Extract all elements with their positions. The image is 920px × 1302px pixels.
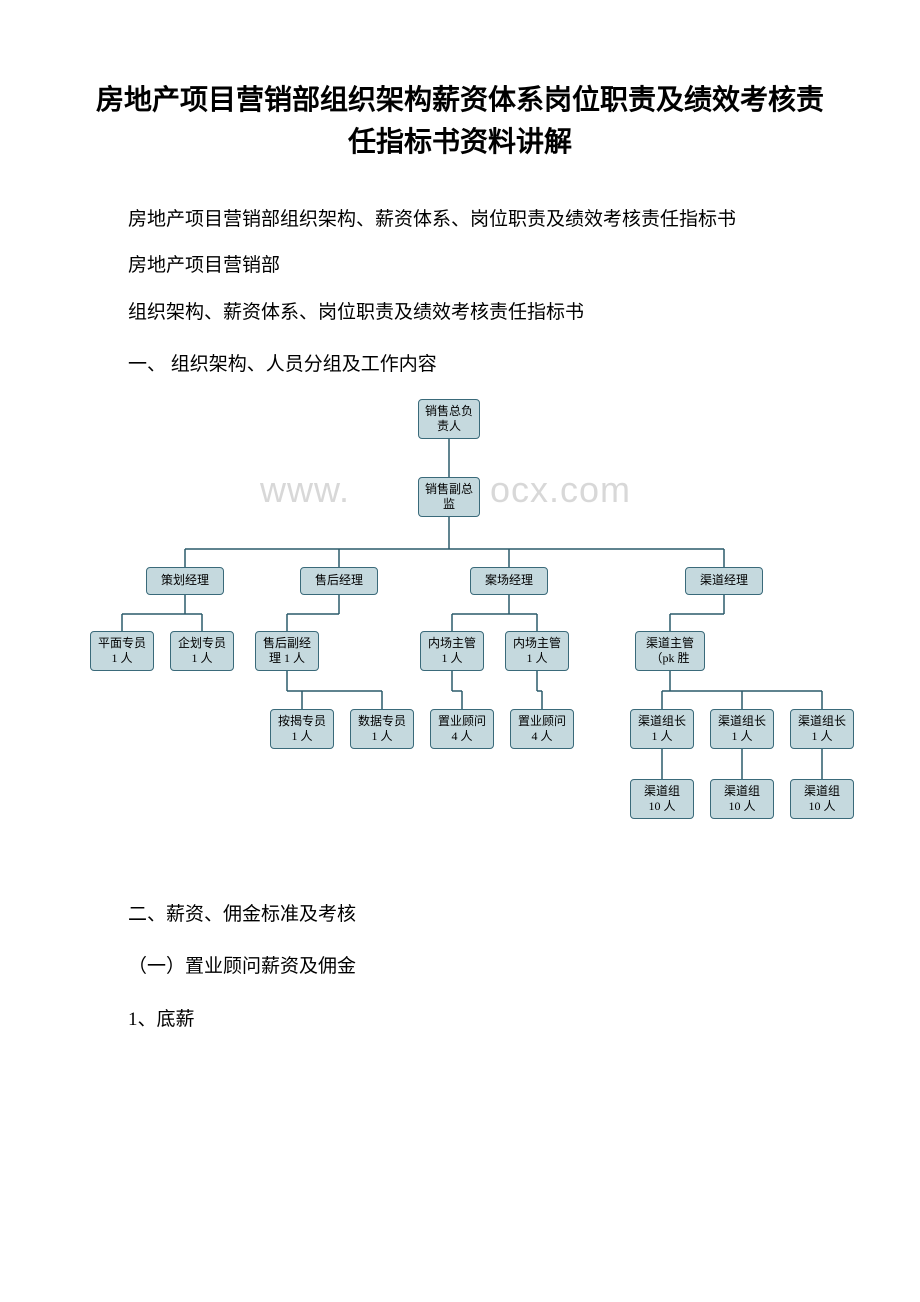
node-channel-supervisor: 渠道主管（pk 胜: [635, 631, 705, 671]
node-channel-manager: 渠道经理: [685, 567, 763, 595]
node-channel-group-1: 渠道组10 人: [630, 779, 694, 819]
node-channel-group-2: 渠道组10 人: [710, 779, 774, 819]
section-1-heading: 一、 组织架构、人员分组及工作内容: [90, 349, 830, 381]
node-aftersales-manager: 售后经理: [300, 567, 378, 595]
node-interior-supervisor-2: 内场主管1 人: [505, 631, 569, 671]
node-aftersales-deputy: 售后副经理 1 人: [255, 631, 319, 671]
intro-paragraph-3: 组织架构、薪资体系、岗位职责及绩效考核责任指标书: [90, 297, 830, 329]
org-chart: www. ocx.com: [90, 399, 870, 859]
document-title: 房地产项目营销部组织架构薪资体系岗位职责及绩效考核责任指标书资料讲解: [90, 80, 830, 164]
node-property-consultant-2: 置业顾问4 人: [510, 709, 574, 749]
node-mortgage-specialist: 按揭专员1 人: [270, 709, 334, 749]
node-interior-supervisor-1: 内场主管1 人: [420, 631, 484, 671]
node-site-manager: 案场经理: [470, 567, 548, 595]
intro-paragraph-1: 房地产项目营销部组织架构、薪资体系、岗位职责及绩效考核责任指标书: [90, 204, 830, 236]
section-2-heading: 二、薪资、佣金标准及考核: [90, 899, 830, 931]
node-data-specialist: 数据专员1 人: [350, 709, 414, 749]
node-channel-leader-1: 渠道组长1 人: [630, 709, 694, 749]
node-planning-specialist: 企划专员1 人: [170, 631, 234, 671]
node-channel-group-3: 渠道组10 人: [790, 779, 854, 819]
node-property-consultant-1: 置业顾问4 人: [430, 709, 494, 749]
node-graphic-specialist: 平面专员1 人: [90, 631, 154, 671]
node-channel-leader-3: 渠道组长1 人: [790, 709, 854, 749]
node-planning-manager: 策划经理: [146, 567, 224, 595]
node-sales-head: 销售总负责人: [418, 399, 480, 439]
section-2-1-1-heading: 1、底薪: [90, 1004, 830, 1036]
intro-paragraph-2: 房地产项目营销部: [90, 250, 830, 282]
node-channel-leader-2: 渠道组长1 人: [710, 709, 774, 749]
section-2-1-heading: （一）置业顾问薪资及佣金: [90, 951, 830, 983]
node-deputy-director: 销售副总监: [418, 477, 480, 517]
